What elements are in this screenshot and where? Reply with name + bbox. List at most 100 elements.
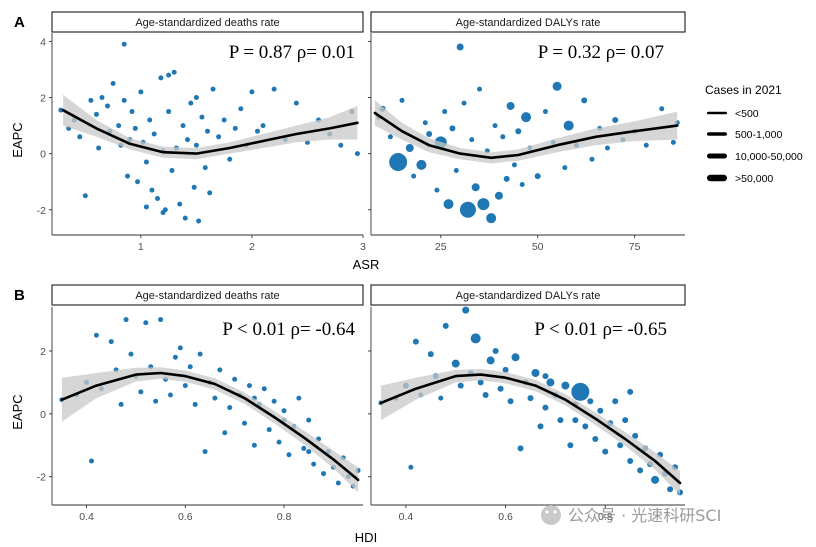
data-point (443, 199, 454, 210)
data-point (172, 354, 178, 360)
data-point (281, 408, 287, 414)
data-point (521, 112, 532, 123)
y-tick-label: -2 (37, 472, 46, 484)
y-tick-label: 4 (40, 36, 46, 48)
data-point (296, 395, 302, 401)
data-point (123, 317, 129, 323)
data-point (177, 345, 183, 351)
data-point (354, 151, 360, 157)
data-point (581, 97, 588, 104)
data-point (482, 392, 489, 398)
data-point (132, 125, 138, 131)
data-point (227, 156, 233, 162)
legend-title: Cases in 2021 (705, 83, 782, 97)
x-tick-label: 0.8 (598, 511, 613, 523)
data-point (426, 131, 433, 137)
x-tick-label: 0.4 (79, 511, 94, 523)
data-point (155, 196, 161, 202)
data-point (453, 167, 459, 173)
data-point (138, 89, 144, 95)
data-point (166, 109, 172, 115)
data-point (411, 173, 417, 179)
x-tick-label: 0.4 (399, 511, 414, 523)
data-point (537, 423, 544, 430)
data-point (471, 183, 480, 192)
data-point (216, 134, 222, 140)
y-tick-label: 0 (40, 149, 46, 161)
data-point (58, 107, 64, 113)
data-point (118, 401, 124, 407)
data-point (486, 356, 495, 365)
data-point (651, 475, 660, 484)
legend-key (707, 174, 727, 182)
data-point (622, 417, 629, 424)
data-point (597, 407, 604, 414)
data-point (238, 106, 244, 112)
data-point (494, 191, 503, 200)
data-point (143, 159, 149, 165)
data-point (492, 123, 498, 129)
data-point (562, 165, 568, 171)
data-point (457, 382, 464, 389)
data-point (246, 383, 252, 389)
panel-b-dalys: Age-standardized DALYs rate 0.4 0.6 0.8 P < … (368, 284, 686, 523)
data-point (531, 369, 540, 377)
data-point (147, 117, 153, 123)
smooth-curve (379, 373, 682, 485)
data-point (338, 142, 344, 148)
data-point (542, 373, 549, 380)
data-point (88, 97, 94, 103)
smooth-curve (61, 108, 359, 155)
legend-label-lt500: <500 (735, 108, 759, 120)
data-point (185, 137, 191, 143)
row-label-b: B (14, 287, 25, 304)
data-point (166, 72, 172, 78)
data-point (249, 89, 255, 95)
watermark: 公众号 · 光速科研SCI (541, 505, 721, 525)
data-point (129, 109, 135, 115)
data-point (301, 445, 307, 451)
data-point (612, 398, 619, 405)
data-point (517, 445, 524, 452)
data-point (143, 320, 149, 326)
legend-label-gt50000: >50,000 (735, 173, 773, 185)
data-point (335, 480, 341, 486)
data-point (511, 162, 517, 168)
data-point (138, 389, 144, 395)
data-point (158, 75, 164, 81)
x-tick-label: 3 (360, 241, 366, 253)
data-point (276, 439, 282, 445)
data-point (670, 139, 676, 145)
data-point (227, 405, 233, 411)
data-point (534, 173, 541, 180)
data-point (105, 103, 111, 109)
data-point (271, 86, 277, 92)
strip-header (51, 11, 364, 33)
data-point (151, 131, 157, 137)
watermark-text: 公众号 · 光速科研SCI (568, 506, 721, 525)
data-point (254, 128, 260, 134)
data-point (456, 43, 464, 51)
data-point (197, 351, 203, 357)
data-point (193, 95, 199, 101)
data-point (572, 417, 579, 424)
data-point (627, 458, 634, 464)
data-point (205, 128, 210, 134)
legend-label-10000-50000: 10,000-50,000 (735, 151, 803, 163)
legend-label-500-1000: 500-1,000 (735, 129, 782, 141)
data-point (627, 388, 634, 395)
data-point (589, 156, 595, 162)
smooth-curve (373, 111, 679, 160)
data-point (552, 81, 562, 91)
data-point (177, 201, 183, 207)
data-point (286, 452, 292, 458)
data-point (135, 179, 141, 185)
data-point (169, 167, 175, 173)
data-point (221, 117, 227, 123)
data-point (462, 306, 470, 314)
data-point (93, 111, 99, 117)
y-tick-label: 2 (40, 346, 46, 358)
data-point (180, 123, 186, 129)
data-point (232, 125, 238, 131)
data-point (260, 123, 266, 129)
